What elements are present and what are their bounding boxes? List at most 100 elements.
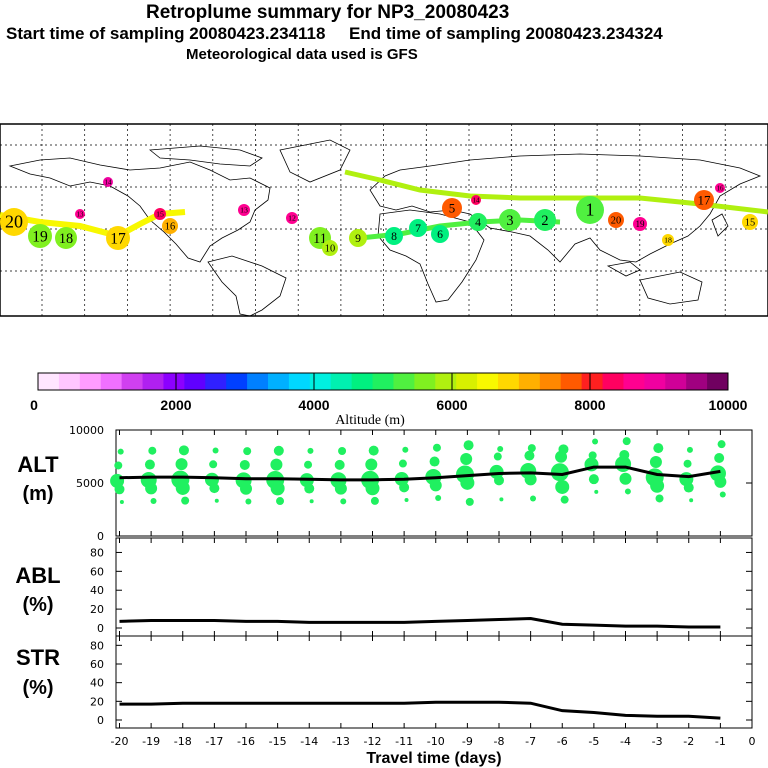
colorbar-swatch	[560, 373, 583, 390]
altitude-particle	[460, 475, 475, 490]
altitude-particles	[110, 437, 727, 506]
altitude-particle	[527, 444, 536, 453]
altitude-particle	[239, 459, 250, 470]
plume-marker-label: 14	[473, 196, 481, 204]
altitude-particle	[435, 495, 442, 502]
colorbar-frame	[37, 372, 729, 391]
colorbar-swatch	[518, 373, 541, 390]
altitude-particle	[463, 440, 474, 451]
panel-xtick-label: -5	[588, 735, 599, 748]
panel-series-line	[119, 465, 721, 482]
altitude-particle	[304, 483, 315, 494]
colorbar-swatch	[309, 373, 332, 390]
altitude-particle	[365, 481, 380, 496]
altitude-particle	[550, 463, 569, 482]
panel-ytick-label: 20	[90, 603, 104, 616]
altitude-particle	[619, 449, 630, 460]
panel-xtick-label: -14	[300, 735, 318, 748]
altitude-particle	[429, 456, 440, 467]
altitude-particle	[686, 446, 693, 453]
altitude-particle	[689, 498, 694, 503]
panel-xtick-label: -12	[364, 735, 382, 748]
colorbar-swatch	[226, 373, 248, 390]
altitude-particle	[588, 451, 597, 460]
panel-xtick-label: -18	[174, 735, 192, 748]
plume-marker-label: 19	[32, 228, 48, 245]
altitude-particle	[650, 478, 665, 493]
plume-marker-label: 18	[59, 231, 73, 247]
colorbar-swatch	[456, 373, 478, 390]
colorbar-swatch	[247, 373, 269, 390]
plume-marker	[442, 198, 462, 218]
plume-marker-label: 8	[391, 230, 397, 243]
plume-marker-label: 9	[355, 232, 361, 245]
panel-ylabel: STR	[16, 645, 60, 670]
altitude-particle	[398, 459, 407, 468]
chart-title: Retroplume summary for NP3_20080423	[146, 2, 510, 23]
plume-marker	[286, 212, 298, 224]
plume-marker-label: 7	[415, 222, 421, 235]
panel-ylabel: ALT	[17, 452, 59, 477]
plume-marker	[162, 218, 178, 234]
panel-xtick-label: -16	[237, 735, 255, 748]
plume-marker-label: 5	[449, 201, 456, 216]
altitude-particle	[594, 489, 599, 494]
plume-marker-label: 10	[325, 244, 335, 255]
altitude-particle	[175, 480, 190, 495]
sampling-times: Start time of sampling 20080423.234118 E…	[6, 24, 663, 43]
colorbar-swatch	[268, 373, 290, 390]
panel-ylabel: (m)	[22, 483, 53, 505]
plume-marker-label: 12	[288, 214, 296, 223]
plume-marker	[349, 229, 367, 247]
panel-series-line	[119, 617, 721, 629]
altitude-particle	[240, 482, 252, 495]
plume-marker	[471, 195, 481, 205]
altitude-particle	[683, 459, 692, 468]
plume-marker-label: 15	[156, 210, 164, 219]
plume-marker	[742, 214, 758, 230]
panel-alt: ALT (m) 10000 5000 0	[17, 424, 753, 543]
altitude-particle	[334, 482, 347, 495]
plume-marker	[633, 217, 647, 231]
altitude-particle	[460, 453, 473, 466]
plume-marker	[238, 204, 250, 216]
plume-marker	[715, 183, 725, 193]
panel-ytick-label: 5000	[76, 477, 104, 490]
panel-series-line	[119, 700, 721, 720]
altitude-particle	[404, 498, 409, 503]
met-data-note: Meteorological data used is GFS	[186, 46, 418, 63]
panel-ytick-label: 80	[90, 546, 104, 559]
plume-marker-label: 16	[717, 184, 725, 192]
plume-marker-label: 20	[5, 211, 23, 231]
panel-ytick-label: 0	[97, 714, 104, 727]
colorbar-tick-label: 10000	[709, 397, 748, 413]
plume-marker	[409, 219, 427, 237]
plume-marker-label: 3	[506, 213, 513, 229]
altitude-particle	[524, 450, 535, 461]
colorbar-swatch	[665, 373, 687, 390]
altitude-particle	[717, 440, 726, 449]
panel-xtick-label: -8	[494, 735, 505, 748]
plume-marker-label: 15	[745, 218, 755, 229]
altitude-particle	[119, 499, 124, 504]
plume-marker	[469, 213, 487, 231]
altitude-particle	[338, 447, 347, 456]
altitude-particle	[273, 445, 284, 456]
altitude-particle	[653, 443, 664, 454]
panel-ytick-label: 0	[97, 530, 104, 543]
plume-marker-label: 4	[475, 216, 481, 229]
altitude-particle	[530, 495, 537, 502]
plume-marker	[0, 208, 28, 236]
panel-xlabel: Travel time (days)	[366, 750, 501, 767]
altitude-particle	[499, 497, 504, 502]
panel-ytick-label: 60	[90, 658, 104, 671]
altitude-particle	[683, 482, 694, 493]
panel-ylabel: (%)	[22, 594, 53, 616]
colorbar-swatch	[686, 373, 708, 390]
plume-marker-label: 18	[664, 236, 672, 245]
plume-marker	[385, 227, 403, 245]
panel-xtick-label: -17	[205, 735, 223, 748]
colorbar-swatch	[38, 373, 60, 390]
colorbar-tick-labels: 0 2000 4000 6000 8000 10000	[30, 373, 748, 413]
plume-marker-label: 13	[77, 210, 85, 218]
